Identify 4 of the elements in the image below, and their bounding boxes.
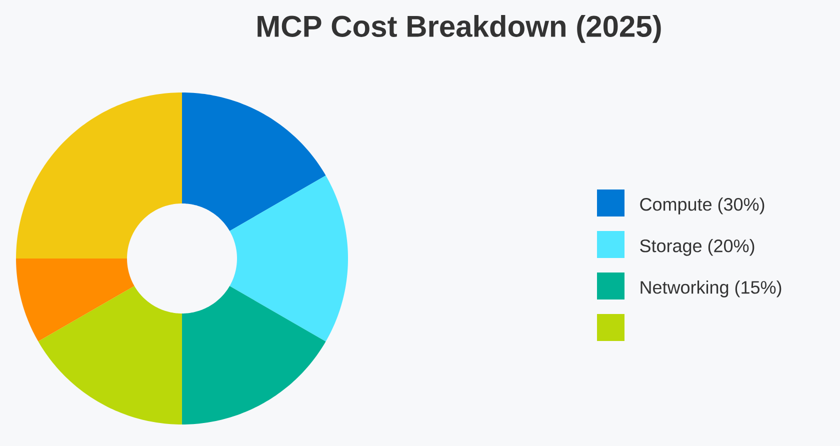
- legend-label: Storage (20%): [640, 239, 754, 256]
- legend-label: Compute (30%): [640, 198, 764, 214]
- chart-title: MCP Cost Breakdown (2025): [258, 14, 661, 43]
- legend-label: Networking (15%): [640, 280, 782, 298]
